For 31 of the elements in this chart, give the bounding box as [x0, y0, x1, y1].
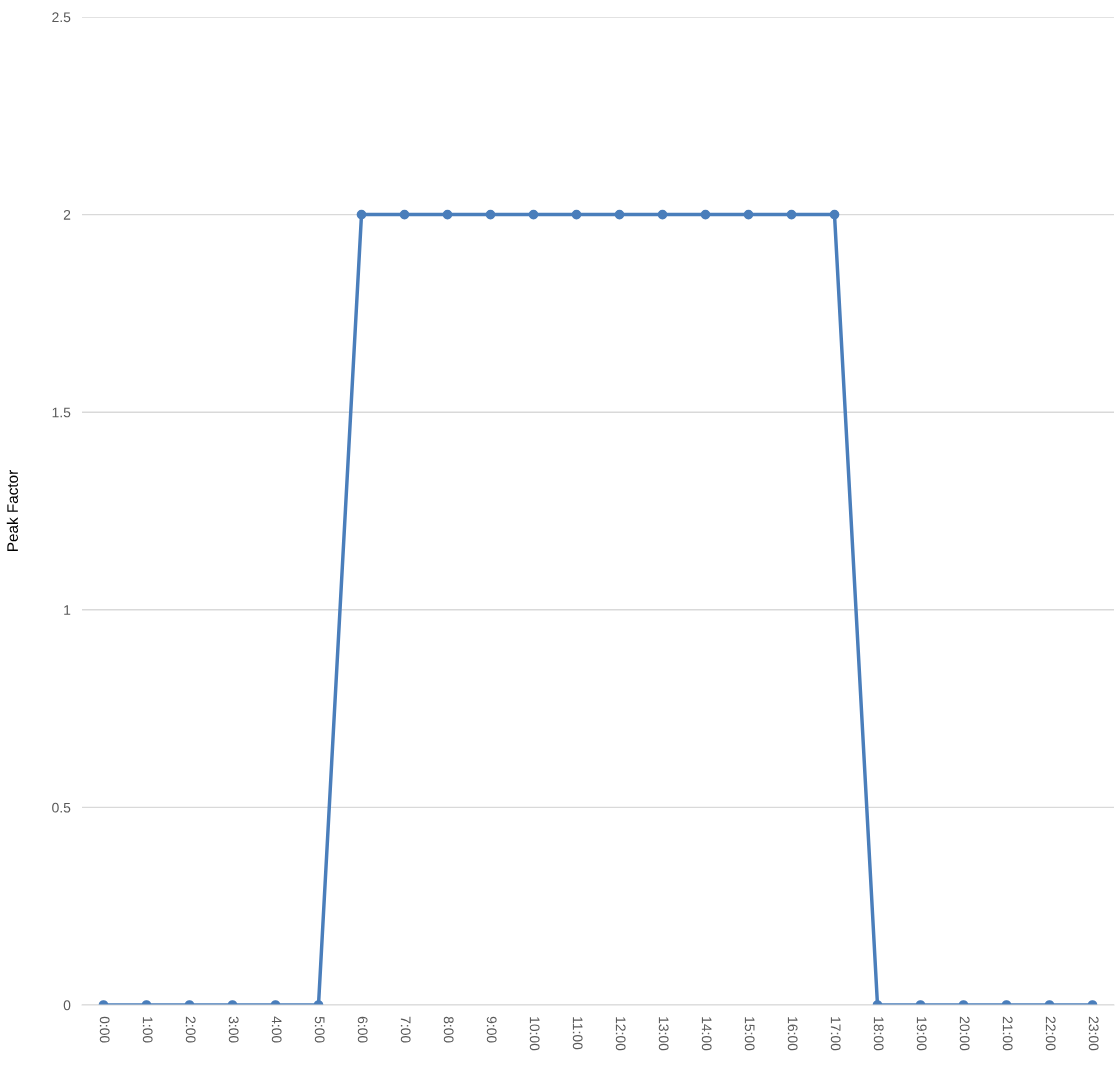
x-tick-label: 8:00	[443, 1016, 454, 1043]
x-tick-label: 4:00	[271, 1016, 282, 1043]
x-tick-label: 19:00	[916, 1017, 927, 1051]
x-tick-label: 9:00	[486, 1016, 497, 1043]
x-tick-label: 6:00	[357, 1016, 368, 1043]
x-tick-label: 17:00	[830, 1017, 841, 1051]
y-tick-label: 2.5	[52, 12, 71, 23]
y-tick-label: 0	[63, 1000, 71, 1011]
x-tick-label: 22:00	[1045, 1016, 1056, 1051]
y-axis-title: Peak Factor	[6, 470, 19, 551]
x-tick-label: 12:00	[615, 1017, 626, 1051]
x-tick-label: 0:00	[99, 1016, 110, 1043]
x-tick-label: 10:00	[529, 1017, 540, 1051]
y-tick-label: 1	[64, 605, 71, 615]
x-tick-label: 18:00	[873, 1017, 884, 1051]
y-tick-label: 2	[63, 209, 71, 220]
x-tick-label: 23:00	[1088, 1016, 1099, 1051]
x-tick-label: 2:00	[185, 1016, 196, 1043]
x-tick-label: 1:00	[142, 1017, 153, 1043]
x-tick-label: 11:00	[572, 1017, 583, 1050]
y-tick-label: 0.5	[52, 802, 71, 813]
x-tick-label: 15:00	[744, 1017, 755, 1051]
x-tick-label: 7:00	[400, 1016, 411, 1043]
x-tick-label: 21:00	[1002, 1016, 1013, 1051]
x-tick-label: 16:00	[787, 1017, 798, 1051]
x-tick-label: 14:00	[701, 1017, 712, 1051]
x-tick-label: 13:00	[658, 1017, 669, 1051]
x-tick-label: 20:00	[959, 1016, 970, 1051]
y-tick-label: 1.5	[52, 407, 71, 418]
x-tick-label: 5:00	[314, 1016, 325, 1043]
x-tick-label: 3:00	[228, 1016, 239, 1043]
